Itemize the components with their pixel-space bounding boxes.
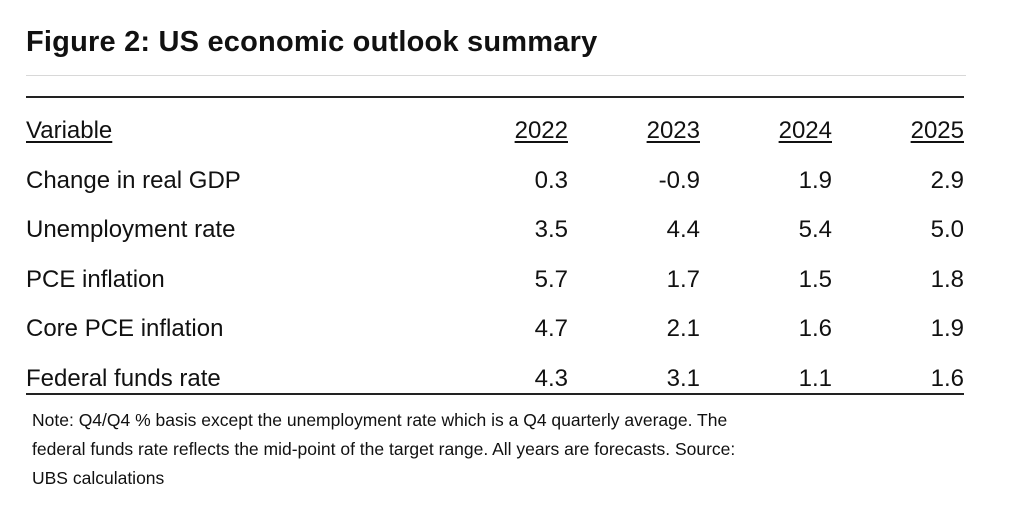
table-cell: 0.3	[534, 166, 568, 194]
table-cell: 1.1	[798, 364, 832, 392]
footnote: Note: Q4/Q4 % basis except the unemploym…	[32, 406, 972, 493]
table-cell: 4.7	[534, 315, 568, 342]
table-row: Unemployment rate 3.5 4.4 5.4 5.0	[26, 205, 964, 255]
table-cell: 4.4	[666, 216, 700, 243]
table-cell: -0.9	[658, 166, 700, 194]
figure-title: Figure 2: US economic outlook summary	[26, 26, 598, 58]
table-cell: 5.4	[798, 216, 832, 243]
table-cell: 2.1	[666, 315, 700, 342]
footnote-line: UBS calculations	[32, 468, 165, 488]
column-header-2022: 2022	[514, 117, 568, 144]
table-cell: 2.9	[930, 166, 964, 194]
column-header-2024: 2024	[778, 117, 832, 144]
table-bottom-rule	[26, 393, 964, 395]
table-row: Federal funds rate 4.3 3.1 1.1 1.6	[26, 354, 964, 404]
column-header-2025: 2025	[910, 117, 964, 144]
title-divider	[26, 75, 966, 76]
row-label: Federal funds rate	[26, 364, 221, 392]
table-row: PCE inflation 5.7 1.7 1.5 1.8	[26, 255, 964, 305]
column-header-variable: Variable	[26, 117, 113, 144]
outlook-table: Variable 2022 2023 2024 2025 Change in r…	[26, 106, 964, 403]
table-row: Change in real GDP 0.3 -0.9 1.9 2.9	[26, 156, 964, 206]
table-cell: 5.0	[930, 216, 964, 243]
footnote-line: Note: Q4/Q4 % basis except the unemploym…	[32, 410, 728, 430]
table-cell: 1.6	[930, 364, 964, 392]
table-cell: 4.3	[534, 364, 568, 392]
table-cell: 1.8	[930, 265, 964, 293]
table-top-rule	[26, 96, 964, 98]
table-cell: 1.7	[666, 265, 700, 293]
row-label: Change in real GDP	[26, 166, 241, 194]
table-cell: 5.7	[534, 265, 568, 293]
footnote-line: federal funds rate reflects the mid-poin…	[32, 439, 736, 459]
table-row: Core PCE inflation 4.7 2.1 1.6 1.9	[26, 304, 964, 354]
table-cell: 1.6	[798, 315, 832, 342]
row-label: Core PCE inflation	[26, 315, 224, 342]
table-header-row: Variable 2022 2023 2024 2025	[26, 106, 964, 156]
table-cell: 1.5	[798, 265, 832, 293]
table-cell: 1.9	[798, 166, 832, 194]
table-cell: 3.5	[534, 216, 568, 243]
table-cell: 1.9	[930, 315, 964, 342]
row-label: Unemployment rate	[26, 216, 236, 243]
table-cell: 3.1	[666, 364, 700, 392]
row-label: PCE inflation	[26, 265, 165, 293]
column-header-2023: 2023	[646, 117, 700, 144]
